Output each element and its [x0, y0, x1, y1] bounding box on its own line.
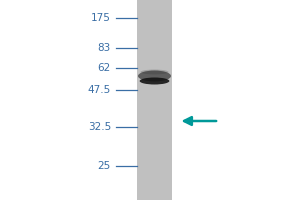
- Ellipse shape: [140, 77, 169, 84]
- Text: 83: 83: [98, 43, 111, 53]
- Bar: [136, 0, 172, 200]
- Text: 47.5: 47.5: [88, 85, 111, 95]
- Ellipse shape: [138, 71, 171, 82]
- Ellipse shape: [140, 70, 169, 74]
- Text: 25: 25: [98, 161, 111, 171]
- Text: 32.5: 32.5: [88, 122, 111, 132]
- Text: 62: 62: [98, 63, 111, 73]
- Text: 175: 175: [91, 13, 111, 23]
